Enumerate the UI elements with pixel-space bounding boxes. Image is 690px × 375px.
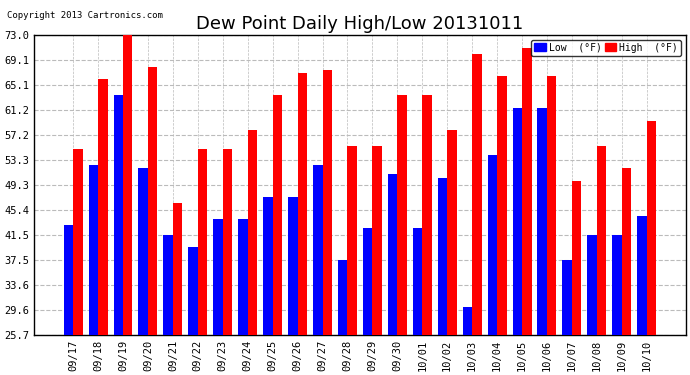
Bar (497, 76, 506, 335)
Bar (513, 108, 522, 335)
Bar (562, 260, 572, 335)
Legend: Low  (°F), High  (°F): Low (°F), High (°F) (531, 40, 681, 56)
Bar (198, 149, 207, 335)
Bar (123, 32, 132, 335)
Bar (238, 219, 248, 335)
Bar (572, 181, 582, 335)
Text: Copyright 2013 Cartronics.com: Copyright 2013 Cartronics.com (7, 11, 163, 20)
Bar (313, 165, 322, 335)
Bar (463, 308, 472, 335)
Bar (587, 235, 597, 335)
Bar (273, 95, 282, 335)
Bar (98, 80, 108, 335)
Bar (148, 67, 157, 335)
Bar (413, 228, 422, 335)
Bar (213, 219, 223, 335)
Bar (223, 149, 233, 335)
Bar (173, 203, 182, 335)
Bar (338, 260, 348, 335)
Bar (472, 54, 482, 335)
Bar (88, 165, 98, 335)
Bar (647, 120, 656, 335)
Bar (597, 146, 607, 335)
Bar (114, 95, 123, 335)
Bar (547, 76, 556, 335)
Bar (388, 174, 397, 335)
Bar (297, 73, 307, 335)
Bar (363, 228, 373, 335)
Bar (522, 48, 531, 335)
Bar (263, 196, 273, 335)
Bar (397, 95, 407, 335)
Bar (322, 70, 332, 335)
Bar (139, 168, 148, 335)
Bar (612, 235, 622, 335)
Bar (164, 235, 173, 335)
Bar (488, 155, 497, 335)
Bar (348, 146, 357, 335)
Bar (622, 168, 631, 335)
Bar (63, 225, 73, 335)
Bar (638, 216, 647, 335)
Title: Dew Point Daily High/Low 20131011: Dew Point Daily High/Low 20131011 (197, 15, 524, 33)
Bar (373, 146, 382, 335)
Bar (447, 130, 457, 335)
Bar (288, 196, 297, 335)
Bar (437, 177, 447, 335)
Bar (538, 108, 547, 335)
Bar (248, 130, 257, 335)
Bar (188, 247, 198, 335)
Bar (422, 95, 432, 335)
Bar (73, 149, 83, 335)
